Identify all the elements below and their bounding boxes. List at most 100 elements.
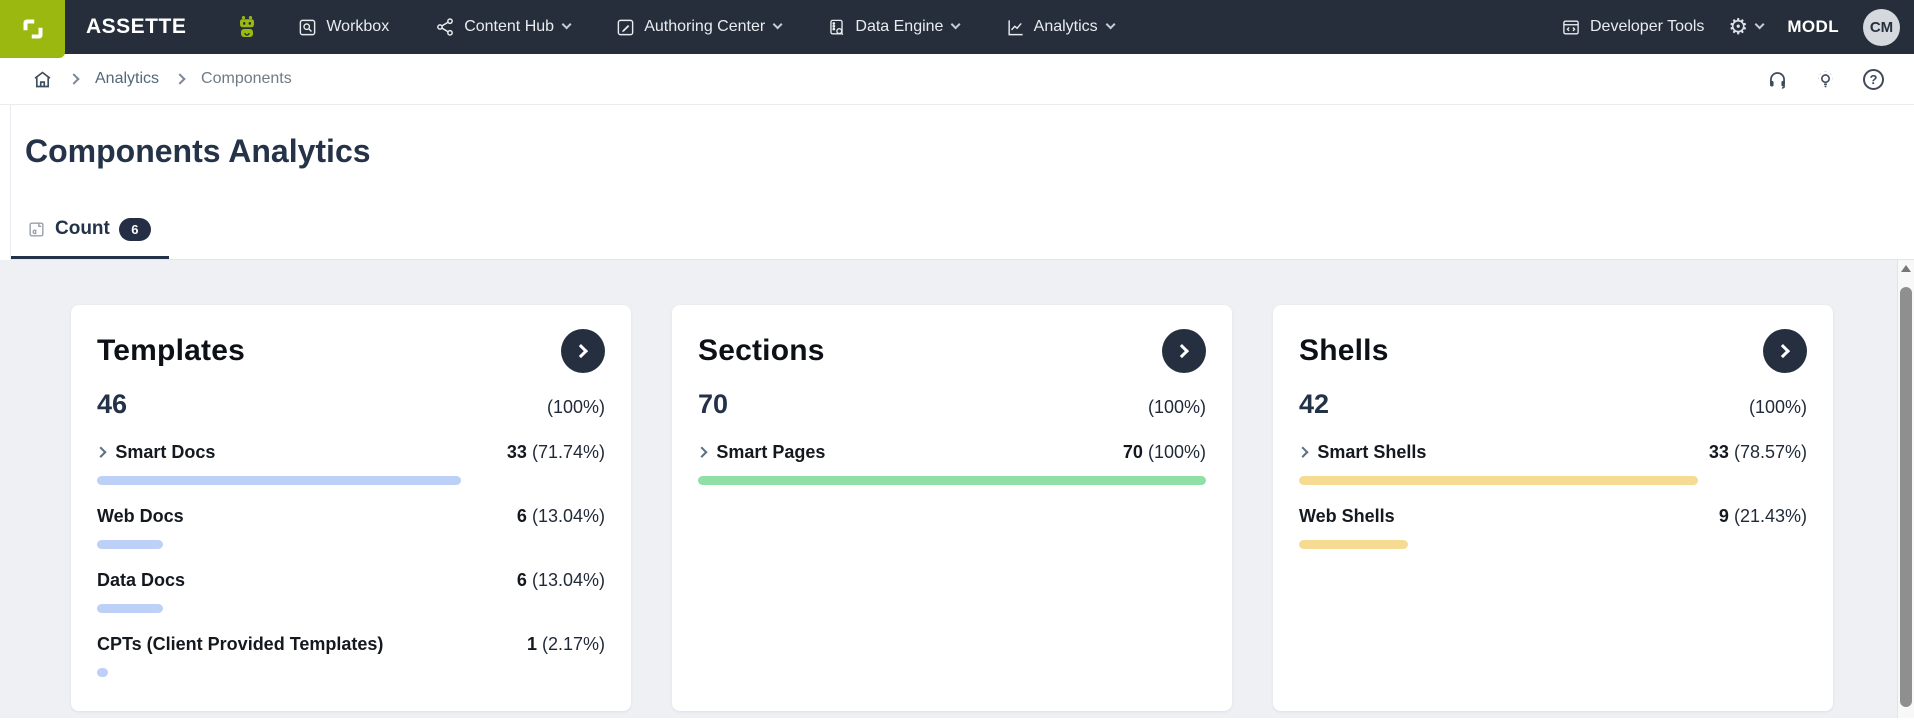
- card-shells: Shells 42 (100%) Smart Shells 33 (78.57%…: [1273, 305, 1833, 711]
- top-navigation-bar: ASSETTE Workbox Content Hub: [0, 0, 1914, 58]
- chevron-right-icon: [1175, 343, 1190, 359]
- chevron-right-icon: [574, 343, 589, 359]
- crop-frame-icon: [23, 19, 42, 39]
- data-engine-icon: [830, 19, 844, 35]
- chevron-right-icon: [95, 446, 108, 459]
- breakdown-row: Smart Docs 33 (71.74%): [95, 442, 605, 485]
- card-drilldown-button[interactable]: [561, 329, 605, 373]
- chevron-right-icon: [68, 73, 80, 85]
- progress-bar: [97, 668, 605, 677]
- card-drilldown-button[interactable]: [1763, 329, 1807, 373]
- topbar-right-cluster: Developer Tools ⚙ MODL CM: [1561, 8, 1914, 46]
- chevron-down-icon: [1754, 19, 1765, 31]
- tab-count[interactable]: Count 6: [11, 202, 169, 259]
- row-value: 33 (78.57%): [1708, 442, 1807, 462]
- settings-menu[interactable]: ⚙: [1728, 14, 1765, 39]
- lightbulb-icon[interactable]: [1815, 69, 1836, 90]
- breadcrumb-current-components: Components: [201, 70, 292, 87]
- content-area: Templates 46 (100%) Smart Docs 33 (71.74…: [0, 260, 1914, 718]
- scrollbar-up-button[interactable]: [1898, 260, 1914, 277]
- page-header: Components Analytics: [11, 105, 1914, 202]
- card-total-pct: (100%): [1147, 397, 1206, 417]
- row-value: 6 (13.04%): [516, 570, 605, 590]
- primary-nav: Workbox Content Hub Authoring Center: [298, 17, 1116, 37]
- nav-item-workbox[interactable]: Workbox: [298, 18, 389, 37]
- row-value: 1 (2.17%): [526, 634, 605, 654]
- scrollbar-thumb[interactable]: [1900, 287, 1912, 707]
- row-value: 9 (21.43%): [1718, 506, 1807, 526]
- chevron-right-icon: [696, 446, 709, 459]
- card-title: Sections: [698, 334, 825, 367]
- breakdown-row: Web Shells 9 (21.43%): [1299, 506, 1807, 549]
- card-title: Shells: [1299, 334, 1389, 367]
- chevron-right-icon: [1297, 446, 1310, 459]
- card-templates: Templates 46 (100%) Smart Docs 33 (71.74…: [71, 305, 631, 711]
- breadcrumb: Analytics Components: [32, 69, 292, 90]
- edit-square-icon: [617, 19, 634, 35]
- breadcrumb-link-analytics[interactable]: Analytics: [95, 70, 160, 87]
- row-expand-smart-shells[interactable]: Smart Shells: [1297, 442, 1426, 463]
- progress-bar: [698, 476, 1206, 485]
- nav-item-authoring-center[interactable]: Authoring Center: [616, 18, 783, 37]
- card-total: 42: [1299, 389, 1330, 419]
- card-sections: Sections 70 (100%) Smart Pages 70 (100%): [672, 305, 1232, 711]
- row-expand-smart-pages[interactable]: Smart Pages: [696, 442, 825, 463]
- breakdown-row: Web Docs 6 (13.04%): [97, 506, 605, 549]
- card-drilldown-button[interactable]: [1162, 329, 1206, 373]
- row-web-shells: Web Shells: [1299, 506, 1395, 526]
- card-total: 46: [97, 389, 128, 419]
- progress-bar: [1299, 540, 1807, 549]
- card-title: Templates: [97, 334, 245, 367]
- breakdown-row: Smart Shells 33 (78.57%): [1297, 442, 1807, 485]
- row-value: 33 (71.74%): [506, 442, 605, 462]
- nav-item-content-hub[interactable]: Content Hub: [435, 17, 572, 37]
- row-cpts: CPTs (Client Provided Templates): [97, 634, 384, 654]
- count-tab-icon: [29, 221, 44, 237]
- progress-bar: [97, 540, 605, 549]
- progress-bar: [1299, 476, 1807, 485]
- breakdown-row: Data Docs 6 (13.04%): [97, 570, 605, 613]
- chevron-down-icon: [1105, 19, 1116, 31]
- card-total-pct: (100%): [1748, 397, 1807, 417]
- row-expand-smart-docs[interactable]: Smart Docs: [95, 442, 215, 463]
- developer-tools-icon: [1563, 19, 1579, 35]
- chevron-right-icon: [174, 73, 186, 85]
- main-panel: Components Analytics Count 6: [10, 105, 1914, 260]
- vertical-scrollbar[interactable]: [1897, 260, 1914, 718]
- tab-count-label: Count: [55, 218, 110, 239]
- assistant-robot-icon[interactable]: [236, 15, 258, 39]
- chevron-down-icon: [561, 19, 572, 31]
- page-title: Components Analytics: [25, 133, 371, 169]
- breakdown-row: CPTs (Client Provided Templates) 1 (2.17…: [97, 634, 605, 677]
- nav-item-data-engine[interactable]: Data Engine: [827, 18, 962, 37]
- org-code[interactable]: MODL: [1787, 17, 1839, 36]
- support-headset-icon[interactable]: [1767, 69, 1788, 90]
- tab-bar: Count 6: [11, 202, 1914, 260]
- breakdown-row: Smart Pages 70 (100%): [696, 442, 1206, 485]
- user-avatar[interactable]: CM: [1863, 8, 1900, 46]
- row-web-docs: Web Docs: [97, 506, 184, 526]
- row-value: 70 (100%): [1122, 442, 1206, 462]
- assette-logo[interactable]: [0, 0, 65, 58]
- breadcrumb-bar: Analytics Components ?: [0, 54, 1914, 105]
- workbox-icon: [300, 19, 316, 35]
- share-icon: [437, 18, 454, 36]
- help-icon[interactable]: ?: [1863, 68, 1884, 90]
- analytics-chart-icon: [1008, 19, 1023, 35]
- progress-bar: [97, 604, 605, 613]
- utility-icons: ?: [1767, 68, 1884, 90]
- progress-bar: [97, 476, 605, 485]
- card-total-pct: (100%): [546, 397, 605, 417]
- chevron-down-icon: [950, 19, 962, 31]
- nav-item-developer-tools[interactable]: Developer Tools: [1561, 18, 1704, 37]
- row-data-docs: Data Docs: [97, 570, 186, 590]
- chevron-down-icon: [772, 19, 783, 31]
- brand-name[interactable]: ASSETTE: [86, 15, 187, 38]
- chevron-right-icon: [1776, 343, 1791, 359]
- gear-icon: ⚙: [1728, 14, 1749, 39]
- home-icon[interactable]: [32, 69, 53, 90]
- nav-item-analytics[interactable]: Analytics: [1006, 18, 1116, 37]
- card-total: 70: [698, 389, 729, 419]
- tab-count-badge: 6: [118, 217, 151, 241]
- row-value: 6 (13.04%): [516, 506, 605, 526]
